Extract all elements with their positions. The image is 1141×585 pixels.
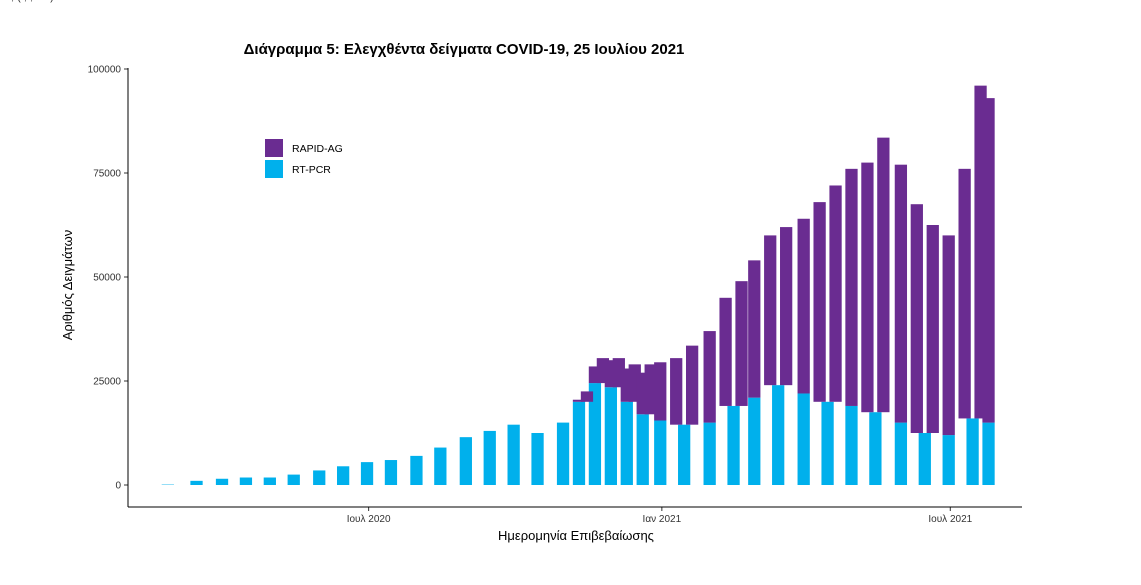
bar-rapid-ag — [861, 162, 874, 413]
x-axis: Ιουλ 2020 Ιαν 2021 Ιουλ 2021 — [347, 507, 973, 525]
y-axis-label: Αριθμός Δειγμάτων — [60, 230, 75, 341]
bar-rapid-ag — [829, 185, 842, 402]
legend-swatch-rapid-ag — [265, 139, 283, 157]
bar-rt-pcr — [703, 422, 716, 485]
bar-rt-pcr — [869, 412, 882, 485]
bar-rapid-ag — [764, 235, 777, 386]
series-rapid-ag — [572, 85, 995, 436]
bar-rt-pcr — [797, 393, 810, 485]
bar-rt-pcr — [336, 466, 350, 485]
y-tick-label: 25000 — [93, 377, 121, 388]
bar-rt-pcr — [894, 422, 908, 485]
x-axis-label: Ημερομηνία Επιβεβαίωσης — [498, 528, 654, 543]
bar-rapid-ag — [780, 227, 793, 386]
chart-title: Διάγραμμα 5: Ελεγχθέντα δείγματα COVID-1… — [244, 41, 685, 58]
bar-rapid-ag — [926, 225, 939, 433]
bar-rt-pcr — [966, 418, 979, 485]
bar-rt-pcr — [918, 433, 931, 485]
bar-rapid-ag — [748, 260, 761, 398]
bar-rt-pcr — [410, 455, 423, 485]
y-tick-label: 100000 — [88, 65, 122, 76]
bar-rapid-ag — [942, 235, 955, 436]
bar-rt-pcr — [982, 422, 995, 485]
bar-rapid-ag — [894, 164, 908, 423]
bar-rapid-ag — [982, 98, 995, 423]
bar-rt-pcr — [507, 424, 520, 485]
legend-swatch-rt-pcr — [265, 160, 283, 178]
bar-rt-pcr — [572, 401, 586, 485]
bar-rapid-ag — [845, 168, 858, 406]
bar-rapid-ag — [572, 399, 586, 402]
bar-rapid-ag — [958, 168, 971, 419]
bar-rt-pcr — [821, 401, 834, 485]
bar-rt-pcr — [190, 480, 203, 485]
legend-label-rt-pcr: RT-PCR — [292, 164, 331, 176]
bar-rapid-ag — [877, 137, 890, 413]
bar-rt-pcr — [748, 397, 761, 485]
bar-rt-pcr — [531, 433, 544, 485]
bar-rt-pcr — [384, 460, 398, 485]
bar-rt-pcr — [313, 470, 326, 485]
bar-rapid-ag — [685, 345, 699, 425]
series-rt-pcr — [161, 383, 995, 485]
bar-rt-pcr — [942, 435, 955, 485]
bar-rt-pcr — [654, 420, 667, 485]
legend: RAPID-AG RT-PCR — [265, 139, 343, 178]
bar-rt-pcr — [434, 447, 447, 485]
bar-rt-pcr — [636, 414, 649, 485]
page-top-text: …, ( , , … ) … — [0, 0, 1141, 5]
legend-label-rapid-ag: RAPID-AG — [292, 143, 343, 155]
bar-rapid-ag — [644, 364, 657, 415]
x-tick-label: Ιαν 2021 — [643, 514, 682, 525]
bar-rt-pcr — [620, 401, 633, 485]
bar-rapid-ag — [654, 362, 667, 421]
x-tick-label: Ιουλ 2020 — [347, 514, 391, 525]
bar-rt-pcr — [239, 477, 253, 485]
bar-rt-pcr — [772, 385, 785, 485]
bar-rt-pcr — [556, 422, 570, 485]
bar-rt-pcr — [215, 478, 229, 485]
y-tick-label: 0 — [115, 481, 121, 492]
bar-rt-pcr — [263, 477, 276, 485]
bar-rt-pcr — [845, 405, 858, 485]
bar-rapid-ag — [670, 358, 683, 425]
bar-rt-pcr — [727, 405, 740, 485]
y-tick-label: 75000 — [93, 169, 121, 180]
bar-rapid-ag — [735, 281, 748, 406]
y-axis: 0 25000 50000 75000 100000 — [88, 65, 128, 492]
bar-rt-pcr — [604, 387, 617, 485]
bar-rapid-ag — [910, 204, 923, 433]
bar-rt-pcr — [588, 383, 602, 485]
bar-rt-pcr — [678, 424, 691, 485]
x-tick-label: Ιουλ 2021 — [928, 514, 972, 525]
bar-rapid-ag — [719, 297, 732, 406]
bar-rt-pcr — [360, 462, 374, 485]
bar-rapid-ag — [580, 391, 594, 402]
bar-rt-pcr — [459, 437, 472, 485]
bar-rt-pcr — [483, 430, 496, 485]
bar-rapid-ag — [813, 202, 826, 402]
bar-rapid-ag — [797, 218, 810, 394]
bar-rt-pcr — [287, 474, 300, 485]
bar-rapid-ag — [703, 331, 716, 423]
y-tick-label: 50000 — [93, 273, 121, 284]
